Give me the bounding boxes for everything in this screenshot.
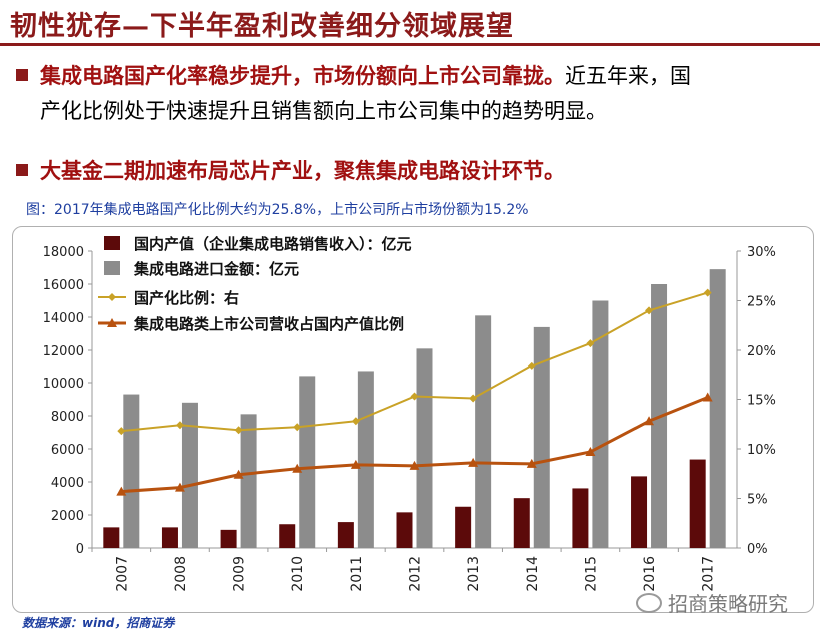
legend-label: 国产化比例：右	[134, 289, 239, 307]
right-tick-label: 0%	[747, 542, 768, 557]
right-tick-label: 15%	[747, 394, 776, 409]
x-tick-label: 2007	[114, 556, 130, 592]
right-tick-label: 10%	[747, 443, 776, 458]
localization-ratio-point	[351, 417, 360, 426]
bar-import-amount	[181, 402, 198, 548]
listed-share-point	[409, 460, 420, 470]
bar-domestic-output	[396, 512, 413, 548]
left-tick-label: 8000	[51, 410, 84, 425]
bullet-square-icon	[16, 164, 28, 176]
page-title: 韧性犹存—下半年盈利改善细分领域展望	[10, 11, 514, 42]
bar-import-amount	[475, 315, 492, 548]
listed-share-point	[233, 469, 244, 479]
x-tick-label: 2011	[349, 556, 365, 592]
localization-ratio-line	[121, 291, 708, 433]
bar-import-amount	[592, 300, 609, 548]
x-tick-label: 2008	[173, 556, 189, 592]
bar-domestic-output	[455, 506, 472, 548]
bar-domestic-output	[631, 476, 648, 548]
listed-share-point	[350, 459, 361, 469]
localization-ratio-point	[645, 306, 654, 315]
bar-domestic-output	[689, 459, 706, 548]
right-tick-label: 5%	[747, 493, 768, 508]
listed-share-point	[526, 458, 537, 468]
localization-ratio-point	[234, 426, 243, 435]
bar-domestic-output	[103, 527, 120, 548]
bar-domestic-output	[161, 527, 178, 548]
listed-share-point	[174, 482, 185, 492]
right-tick-label: 25%	[747, 295, 776, 310]
data-source: 数据来源：wind，招商证券	[22, 616, 175, 630]
bullet-1-text-a: 近五年来，国	[565, 64, 691, 88]
legend-label: 国内产值（企业集成电路销售收入）：亿元	[134, 235, 412, 253]
left-tick-label: 6000	[51, 443, 84, 458]
bar-import-amount	[299, 376, 316, 548]
bar-domestic-output	[220, 529, 237, 548]
localization-ratio-point	[293, 423, 302, 432]
x-tick-label: 2017	[701, 556, 717, 592]
right-tick-label: 30%	[747, 245, 776, 260]
left-tick-label: 14000	[43, 311, 84, 326]
localization-ratio-point	[410, 392, 419, 401]
bar-import-amount	[709, 269, 726, 548]
x-tick-label: 2012	[408, 556, 424, 592]
legend-marker	[107, 318, 117, 327]
legend-swatch	[104, 236, 120, 250]
bar-domestic-output	[337, 522, 354, 548]
listed-share-point	[702, 392, 713, 402]
x-tick-label: 2014	[525, 556, 541, 592]
listed-share-point	[585, 446, 596, 456]
left-tick-label: 4000	[51, 476, 84, 491]
left-tick-label: 2000	[51, 509, 84, 524]
left-tick-label: 18000	[43, 245, 84, 260]
bullet-1: 集成电路国产化率稳步提升，市场份额向上市公司靠拢。近五年来，国 产化比例处于快速…	[16, 58, 806, 129]
bullet-2-highlight: 大基金二期加速布局芯片产业，聚焦集成电路设计环节。	[40, 158, 565, 183]
legend-marker	[108, 293, 116, 301]
x-tick-label: 2015	[583, 556, 599, 592]
legend-swatch	[104, 261, 120, 275]
bar-import-amount	[533, 326, 550, 548]
bar-import-amount	[240, 414, 257, 548]
title-rule	[0, 43, 820, 46]
bullet-square-icon	[16, 69, 28, 81]
localization-ratio-point	[586, 339, 595, 348]
bar-import-amount	[123, 394, 140, 548]
chart-caption: 图：2017年集成电路国产化比例大约为25.8%，上市公司所占市场份额为15.2…	[26, 202, 529, 218]
right-tick-label: 20%	[747, 344, 776, 359]
localization-ratio-point	[117, 427, 126, 436]
localization-ratio-point	[703, 288, 712, 297]
left-tick-label: 10000	[43, 377, 84, 392]
wechat-icon	[636, 593, 662, 613]
bullet-2: 大基金二期加速布局芯片产业，聚焦集成电路设计环节。	[16, 153, 806, 189]
bullet-1-text-b: 产化比例处于快速提升且销售额向上市公司集中的趋势明显。	[40, 99, 607, 123]
left-tick-label: 12000	[43, 344, 84, 359]
listed-share-point	[644, 416, 655, 426]
listed-share-point	[292, 463, 303, 473]
bar-domestic-output	[513, 498, 530, 548]
localization-ratio-point	[527, 361, 536, 370]
left-tick-label: 0	[76, 542, 84, 557]
x-tick-label: 2013	[466, 556, 482, 592]
legend-label: 集成电路类上市公司营收占国内产值比例	[133, 315, 404, 333]
localization-ratio-point	[469, 394, 478, 403]
localization-ratio-point	[175, 421, 184, 430]
left-tick-label: 16000	[43, 278, 84, 293]
listed-share-point	[468, 457, 479, 467]
x-tick-label: 2009	[232, 556, 248, 592]
watermark: 招商策略研究	[636, 588, 788, 617]
legend-label: 集成电路进口金额：亿元	[133, 260, 299, 278]
bar-import-amount	[357, 371, 374, 548]
bar-import-amount	[416, 348, 433, 548]
bar-domestic-output	[572, 488, 589, 548]
listed-share-line	[121, 396, 709, 494]
x-tick-label: 2016	[642, 556, 658, 592]
bullet-1-highlight: 集成电路国产化率稳步提升，市场份额向上市公司靠拢。	[40, 63, 565, 88]
watermark-text: 招商策略研究	[668, 592, 788, 616]
x-tick-label: 2010	[290, 556, 306, 592]
listed-share-point	[116, 486, 127, 496]
bar-domestic-output	[279, 524, 296, 548]
